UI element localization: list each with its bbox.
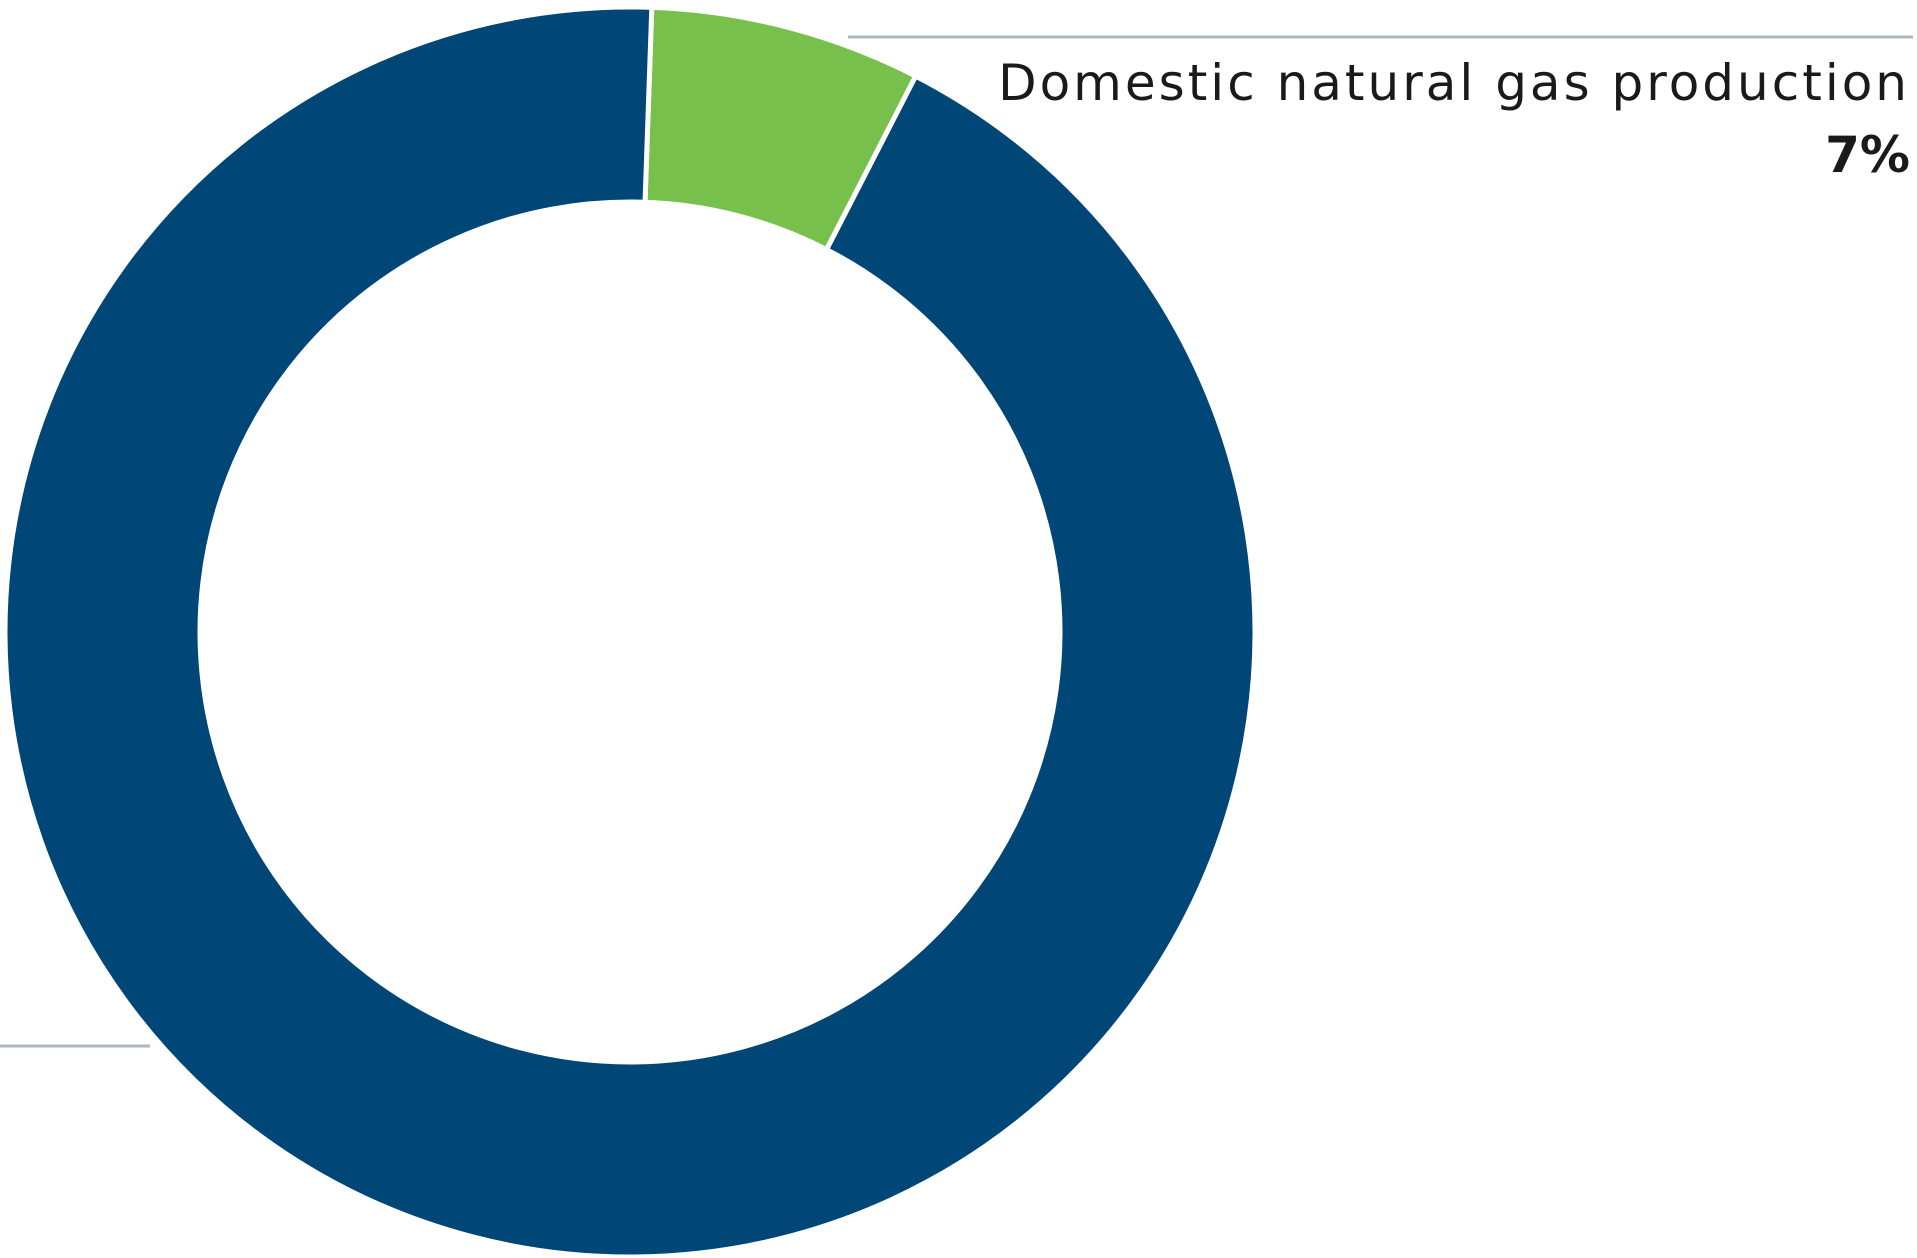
donut-slices bbox=[2, 4, 1258, 1258]
slice-value-domestic-gas: 7% bbox=[1825, 126, 1910, 184]
slice-label-domestic-gas: Domestic natural gas production bbox=[998, 54, 1910, 112]
donut-slice-1 bbox=[2, 4, 1258, 1258]
